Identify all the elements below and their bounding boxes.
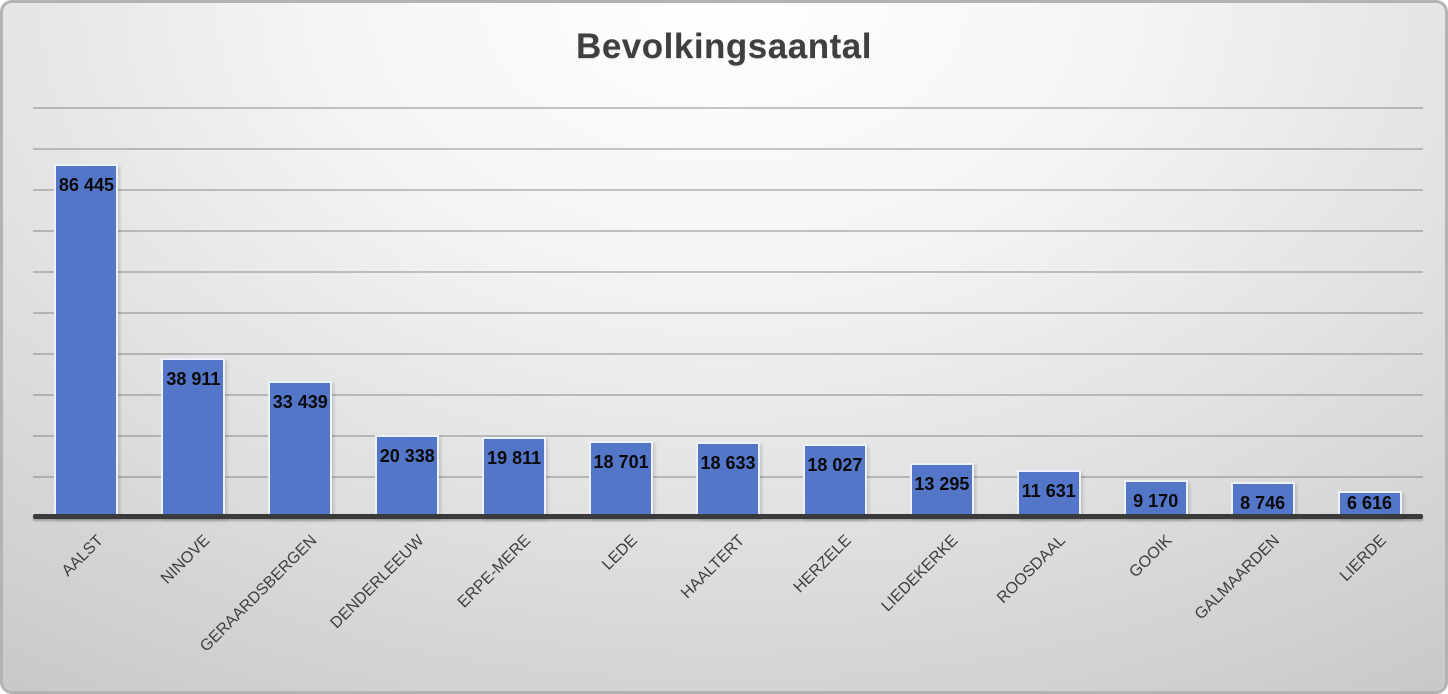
x-axis-label: AALST [58,532,107,580]
gridline [33,394,1423,396]
x-axis-label: LEDE [599,532,642,574]
data-label: 33 439 [272,391,328,412]
chart-title: Bevolkingsaantal [576,27,872,66]
x-axis-label: GERAARDSBERGEN [197,532,321,656]
x-axis-label: LIERDE [1336,532,1390,585]
gridline [33,353,1423,355]
x-axis-label: HAALTERT [677,532,749,603]
gridline [33,148,1423,150]
data-label: 9 170 [1133,491,1179,512]
bar-roosdaal[interactable] [1016,470,1081,518]
bar-ninove[interactable] [161,358,226,518]
x-axis-label: DENDERLEEUW [327,532,428,633]
x-axis-label: NINOVE [158,532,214,588]
x-axis-label: LIEDEKERKE [878,532,962,616]
data-label: 8 746 [1240,493,1286,513]
bar-geraardsbergen[interactable] [268,380,333,518]
bar-denderleeuw[interactable] [375,434,440,518]
data-label: 19 811 [487,447,542,468]
gridline [33,271,1423,273]
x-axis-label: GOOIK [1126,532,1176,582]
plot-area: 86 445 AALST 38 911 NINOVE 33 439 GERAARDSBER… [3,3,1445,691]
gridline [33,312,1423,314]
bar-herzele[interactable] [802,444,867,518]
bar-gooik[interactable] [1123,480,1188,518]
gridline [33,189,1423,191]
data-label: 86 445 [58,174,114,195]
data-label: 18 633 [700,452,756,473]
data-label: 20 338 [379,445,435,466]
data-label: 38 911 [166,369,221,390]
x-axis-label: GALMAARDEN [1191,532,1283,624]
gridline [33,230,1423,232]
x-axis-label: ROOSDAAL [993,532,1069,607]
data-label: 18 701 [593,452,649,473]
bar-lierde[interactable] [1337,490,1402,518]
data-label: 13 295 [914,474,970,495]
x-axis-label: ERPE-MERE [454,532,535,612]
gridline [33,435,1423,437]
bar-aalst[interactable] [54,163,119,518]
x-axis-label: HERZELE [790,532,855,597]
x-axis-line [33,514,1423,519]
data-label: 11 631 [1021,481,1076,502]
data-label: 6 616 [1347,493,1393,513]
gridline [33,107,1423,109]
data-label: 18 027 [807,455,863,476]
